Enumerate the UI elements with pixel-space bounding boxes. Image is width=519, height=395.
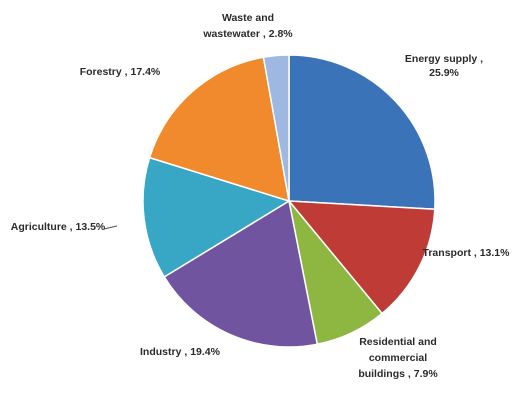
slice-label-line: Waste and <box>222 12 274 24</box>
slice-labels: Energy supply , 25.9% Transport , 13.1% Res… <box>11 12 510 380</box>
slice-label: Waste and wastewater , 2.8% <box>202 12 293 40</box>
slice-label-line: Industry , 19.4% <box>140 346 221 358</box>
slice-label: Transport , 13.1% <box>423 247 511 259</box>
slice-label-line: 25.9% <box>429 67 459 79</box>
slice-label-line: Transport , 13.1% <box>423 247 511 259</box>
pie-slice-transport <box>287 200 436 315</box>
leader-line <box>103 225 118 230</box>
slice-label: Residential and commercial buildings , 7.9… <box>358 336 438 380</box>
slice-label-line: commercial <box>369 352 427 364</box>
pie-slice-industry <box>163 199 319 348</box>
slice-label-line: Forestry , 17.4% <box>80 66 161 78</box>
slice-label-line: Energy supply , <box>405 53 483 65</box>
leader-lines <box>103 225 118 230</box>
slice-label-line: Residential and <box>359 336 437 348</box>
pie-slices <box>142 54 436 348</box>
pie-slice-forestry <box>148 56 290 203</box>
slice-label: Agriculture , 13.5% <box>11 221 106 233</box>
slice-label-line: Agriculture , 13.5% <box>11 221 106 233</box>
pie-slice-energy-supply <box>288 54 436 211</box>
slice-label-line: buildings , 7.9% <box>358 368 438 380</box>
slice-label: Industry , 19.4% <box>140 346 221 358</box>
slice-label: Energy supply , 25.9% <box>405 53 483 79</box>
pie-slice-waste-and-wastewater <box>262 54 290 202</box>
pie-slice-agriculture <box>142 156 291 278</box>
slice-label-line: wastewater , 2.8% <box>202 28 293 40</box>
slice-label: Forestry , 17.4% <box>80 66 161 78</box>
